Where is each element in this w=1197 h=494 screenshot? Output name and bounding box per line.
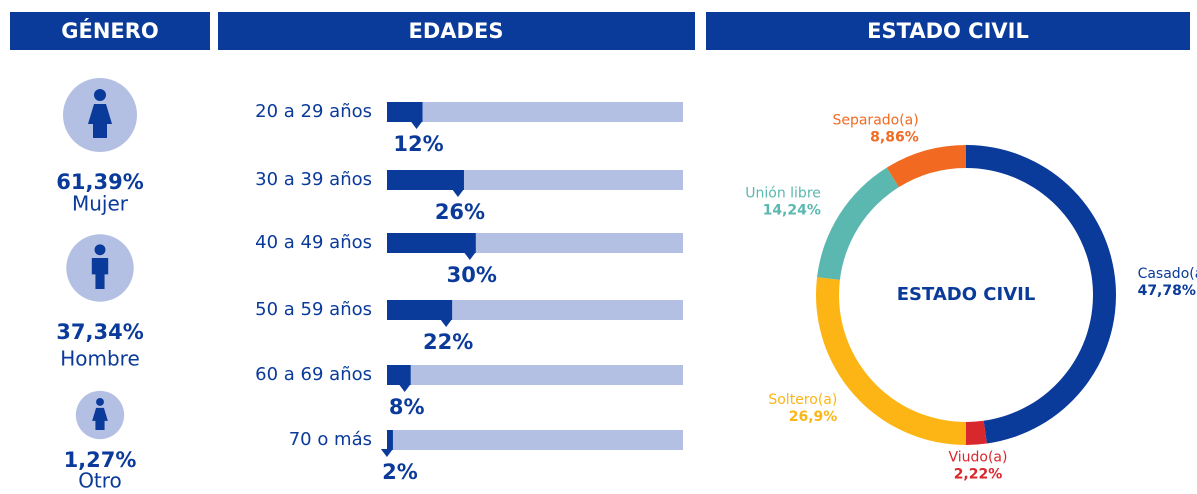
pointer <box>380 449 393 457</box>
person-body <box>88 104 112 138</box>
person-head <box>96 398 104 406</box>
value-label: 12% <box>393 132 443 156</box>
category-label: Mujer <box>72 192 129 216</box>
slice-value: 14,24% <box>763 203 821 219</box>
header-bar <box>706 12 1190 50</box>
panel-title: GÉNERO <box>61 18 159 43</box>
bar <box>387 430 393 450</box>
value-label: 2% <box>382 460 418 484</box>
slice-value: 8,86% <box>870 130 919 146</box>
person-head <box>94 244 106 256</box>
slice-label: Casado(a) <box>1138 266 1197 282</box>
category-label: Otro <box>78 469 122 493</box>
value-label: 22% <box>423 330 473 354</box>
person-body <box>91 257 109 289</box>
donut-slice <box>966 145 1117 444</box>
bar-track <box>387 430 683 450</box>
category-label: 30 a 39 años <box>255 169 372 190</box>
bar <box>387 300 453 320</box>
slice-value: 47,78% <box>1138 283 1196 299</box>
slice-label: Viudo(a) <box>948 450 1007 466</box>
category-label: 20 a 29 años <box>255 101 372 122</box>
category-label: 60 a 69 años <box>255 364 372 385</box>
value-label: 37,34% <box>56 320 143 344</box>
category-label: 50 a 59 años <box>255 299 372 320</box>
value-label: 1,27% <box>64 448 137 472</box>
category-label: 70 o más <box>289 429 372 450</box>
slice-label: Separado(a) <box>832 113 918 129</box>
value-label: 61,39% <box>56 170 143 194</box>
pointer <box>410 121 423 129</box>
header-bar <box>10 12 210 50</box>
bar-track <box>387 102 683 122</box>
donut-slice <box>886 145 966 188</box>
slice-value: 26,9% <box>789 409 838 425</box>
slice-label: Unión libre <box>745 186 821 202</box>
donut-slice <box>966 420 987 445</box>
pointer <box>440 319 453 327</box>
category-label: 40 a 49 años <box>255 232 372 253</box>
bar <box>387 233 476 253</box>
bar <box>387 170 464 190</box>
value-label: 8% <box>389 395 425 419</box>
value-label: 30% <box>447 263 497 287</box>
bar-track <box>387 300 683 320</box>
pointer <box>463 252 476 260</box>
person-body <box>92 407 108 431</box>
slice-label: Soltero(a) <box>768 392 837 408</box>
pointer <box>398 384 411 392</box>
category-label: Hombre <box>60 347 140 371</box>
donut-slice <box>816 277 966 445</box>
panel-title: EDADES <box>409 19 504 43</box>
slice-value: 2,22% <box>954 467 1003 483</box>
bar-track <box>387 365 683 385</box>
bar <box>387 102 423 122</box>
panel-title: ESTADO CIVIL <box>867 19 1029 43</box>
person-head <box>94 89 106 101</box>
center-label: ESTADO CIVIL <box>897 284 1036 305</box>
value-label: 26% <box>435 200 485 224</box>
bar <box>387 365 411 385</box>
pointer <box>451 189 464 197</box>
header-bar <box>218 12 695 50</box>
donut-slice <box>817 167 899 280</box>
